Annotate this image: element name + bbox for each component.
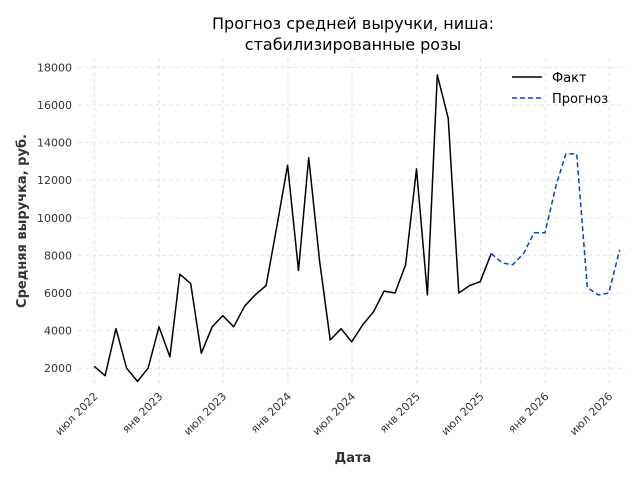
y-axis-ticks: 2000 4000 6000 8000 10000 12000 14000 16000 1800… bbox=[37, 61, 72, 375]
x-tick-label: июл 2023 bbox=[181, 390, 229, 438]
y-tick-label: 10000 bbox=[37, 212, 72, 225]
y-tick-label: 4000 bbox=[44, 325, 72, 338]
series-line-forecast bbox=[490, 153, 621, 296]
legend: Факт Прогноз bbox=[512, 71, 608, 107]
x-tick-label: июл 2026 bbox=[567, 390, 615, 438]
y-tick-label: 8000 bbox=[44, 249, 72, 262]
x-tick-label: июл 2024 bbox=[310, 390, 358, 438]
legend-label: Факт bbox=[552, 71, 587, 86]
chart-title-line-1: Прогноз средней выручки, ниша: bbox=[212, 14, 494, 33]
y-tick-label: 14000 bbox=[37, 137, 72, 150]
chart-title-line-2: стабилизированные розы bbox=[245, 35, 461, 54]
x-tick-label: янв 2023 bbox=[120, 390, 166, 436]
x-axis-label: Дата bbox=[335, 451, 372, 466]
grid bbox=[78, 58, 625, 387]
y-tick-label: 16000 bbox=[37, 99, 72, 112]
y-tick-label: 2000 bbox=[44, 362, 72, 375]
y-axis-label: Средняя выручка, руб. bbox=[15, 134, 30, 308]
y-tick-label: 12000 bbox=[37, 174, 72, 187]
x-tick-label: июл 2022 bbox=[53, 390, 101, 438]
x-tick-label: янв 2025 bbox=[377, 390, 423, 436]
x-axis-ticks: июл 2022 янв 2023 июл 2023 янв 2024 июл 2024… bbox=[53, 390, 616, 438]
y-tick-label: 6000 bbox=[44, 287, 72, 300]
series-line-fact bbox=[93, 74, 492, 383]
y-tick-label: 18000 bbox=[37, 61, 72, 74]
x-tick-label: янв 2026 bbox=[506, 390, 552, 436]
x-tick-label: июл 2025 bbox=[439, 390, 487, 438]
legend-label: Прогноз bbox=[552, 92, 608, 107]
x-tick-label: янв 2024 bbox=[248, 390, 294, 436]
series-lines bbox=[93, 74, 621, 383]
